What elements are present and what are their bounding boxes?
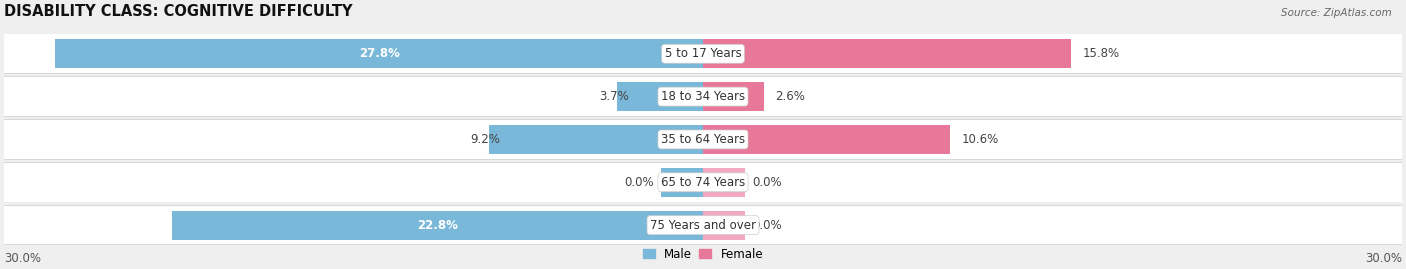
Bar — [4, 205, 1402, 245]
Text: 15.8%: 15.8% — [1083, 47, 1119, 60]
Text: Source: ZipAtlas.com: Source: ZipAtlas.com — [1281, 8, 1392, 18]
Bar — [4, 162, 1402, 203]
Bar — [55, 39, 703, 68]
Text: 75 Years and over: 75 Years and over — [650, 219, 756, 232]
Text: DISABILITY CLASS: COGNITIVE DIFFICULTY: DISABILITY CLASS: COGNITIVE DIFFICULTY — [4, 4, 353, 19]
Bar — [4, 163, 1402, 201]
Bar — [703, 82, 763, 111]
Text: 10.6%: 10.6% — [962, 133, 998, 146]
Bar — [4, 34, 1402, 73]
Text: 30.0%: 30.0% — [4, 252, 41, 265]
Bar — [4, 77, 1402, 116]
Text: 2.6%: 2.6% — [775, 90, 806, 103]
Text: 3.7%: 3.7% — [599, 90, 628, 103]
Text: 5 to 17 Years: 5 to 17 Years — [665, 47, 741, 60]
Text: 30.0%: 30.0% — [1365, 252, 1402, 265]
Legend: Male, Female: Male, Female — [638, 243, 768, 265]
Bar — [703, 125, 950, 154]
Bar — [4, 206, 1402, 245]
Text: 35 to 64 Years: 35 to 64 Years — [661, 133, 745, 146]
Bar — [489, 125, 703, 154]
Bar — [4, 120, 1402, 159]
Bar — [661, 168, 703, 197]
Text: 0.0%: 0.0% — [752, 219, 782, 232]
Text: 0.0%: 0.0% — [752, 176, 782, 189]
Bar — [703, 211, 745, 240]
Bar — [172, 211, 703, 240]
Bar — [4, 119, 1402, 160]
Bar — [4, 34, 1402, 74]
Text: 9.2%: 9.2% — [471, 133, 501, 146]
Text: 18 to 34 Years: 18 to 34 Years — [661, 90, 745, 103]
Text: 27.8%: 27.8% — [359, 47, 399, 60]
Text: 65 to 74 Years: 65 to 74 Years — [661, 176, 745, 189]
Bar — [617, 82, 703, 111]
Text: 22.8%: 22.8% — [418, 219, 458, 232]
Text: 0.0%: 0.0% — [624, 176, 654, 189]
Bar — [4, 76, 1402, 117]
Bar — [703, 39, 1071, 68]
Bar — [703, 168, 745, 197]
